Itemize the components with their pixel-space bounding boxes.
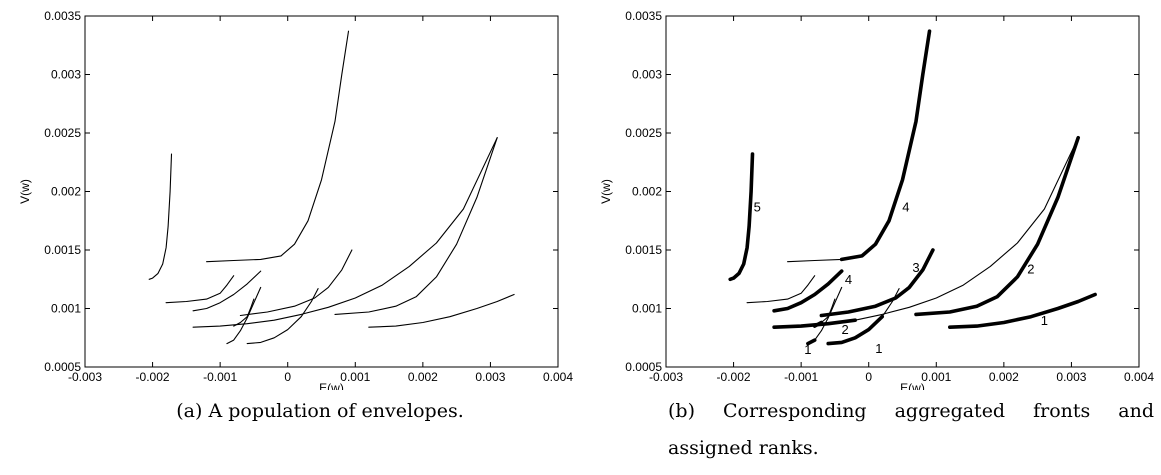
- front-segment-5: [772, 318, 858, 330]
- series-line-7: [239, 249, 353, 317]
- y-tick-label: 0.001: [51, 302, 81, 316]
- rank-label: 1: [1041, 313, 1048, 328]
- y-axis-label: V(w): [599, 179, 613, 204]
- front-segment-7: [819, 248, 935, 318]
- series-line-9: [334, 137, 498, 315]
- front-segment-0: [728, 152, 755, 282]
- series-line-2: [746, 275, 816, 304]
- x-tick-label: 0.002: [989, 370, 1019, 384]
- series-line-1: [206, 30, 350, 263]
- chart-panel-a: -0.003 -0.002 -0.001 0 0.001 0.002 0.003 0.004 0…: [18, 9, 573, 390]
- front-segment-8: [826, 314, 885, 346]
- front-segment-9: [914, 135, 1080, 317]
- series-line-1: [787, 30, 931, 263]
- x-tick-label: -0.002: [717, 370, 751, 384]
- series-line-3: [773, 270, 843, 312]
- chart-panel-b: -0.003 -0.002 -0.001 0 0.001 0.002 0.003 0.004 0…: [599, 9, 1154, 390]
- x-axis-label: E(w): [319, 381, 344, 390]
- front-segment-3: [772, 269, 844, 313]
- rank-label: 1: [875, 341, 882, 356]
- x-tick-label: -0.001: [203, 370, 237, 384]
- y-tick-label: 0.0035: [625, 9, 662, 23]
- y-tick-label: 0.0025: [44, 126, 81, 140]
- x-tick-label: 0.004: [543, 370, 573, 384]
- x-tick-label: -0.003: [68, 370, 102, 384]
- x-tick-label: 0.002: [408, 370, 438, 384]
- caption-a: (a) A population of envelopes.: [176, 400, 464, 422]
- x-tick-label: -0.002: [136, 370, 170, 384]
- front-segment-10: [947, 292, 1097, 330]
- y-tick-label: 0.003: [632, 68, 662, 82]
- x-tick-label: 0: [284, 370, 291, 384]
- series-line-0: [148, 153, 173, 280]
- series-line-2: [165, 275, 235, 304]
- y-tick-label: 0.0015: [625, 243, 662, 257]
- front-segment-1: [839, 29, 932, 262]
- y-axis-label: V(w): [18, 179, 32, 204]
- rank-label: 4: [845, 272, 852, 287]
- series-line-10: [949, 293, 1096, 328]
- x-tick-label: 0.004: [1124, 370, 1154, 384]
- rank-label: 5: [754, 199, 761, 214]
- x-axis-label: E(w): [900, 381, 925, 390]
- figure: -0.003 -0.002 -0.001 0 0.001 0.002 0.003 0.004 0…: [18, 9, 1154, 390]
- y-tick-label: 0.0005: [625, 360, 662, 374]
- x-tick-label: 0.001: [921, 370, 951, 384]
- series-line-8: [246, 288, 319, 345]
- y-tick-label: 0.003: [51, 68, 81, 82]
- x-tick-label: -0.003: [649, 370, 683, 384]
- rank-label: 2: [841, 322, 848, 337]
- x-tick-label: 0.001: [340, 370, 370, 384]
- series-line-5: [192, 137, 498, 328]
- plot-frame: [84, 15, 559, 368]
- rank-label: 1: [804, 342, 811, 357]
- x-tick-label: 0.003: [475, 370, 505, 384]
- plot-frame: [665, 15, 1140, 368]
- x-tick-label: -0.001: [784, 370, 818, 384]
- caption-b: (b) Corresponding aggregated fronts and …: [668, 400, 1154, 459]
- x-tick-label: 0.003: [1056, 370, 1086, 384]
- series-line-5: [773, 137, 1079, 328]
- series-line-3: [192, 270, 262, 312]
- front-segment-6: [806, 338, 817, 346]
- y-tick-label: 0.0005: [44, 360, 81, 374]
- series-line-6: [226, 286, 262, 345]
- y-tick-label: 0.002: [51, 185, 81, 199]
- series-line-4: [233, 298, 255, 327]
- y-tick-label: 0.0025: [625, 126, 662, 140]
- x-tick-label: 0: [865, 370, 872, 384]
- rank-label: 2: [1027, 261, 1034, 276]
- y-tick-label: 0.0015: [44, 243, 81, 257]
- series-line-9: [915, 137, 1079, 315]
- series-line-8: [827, 288, 900, 345]
- rank-label: 4: [902, 199, 909, 214]
- y-tick-label: 0.002: [632, 185, 662, 199]
- y-tick-label: 0.0035: [44, 9, 81, 23]
- rank-label: 3: [912, 260, 919, 275]
- series-line-10: [368, 293, 515, 328]
- y-tick-label: 0.001: [632, 302, 662, 316]
